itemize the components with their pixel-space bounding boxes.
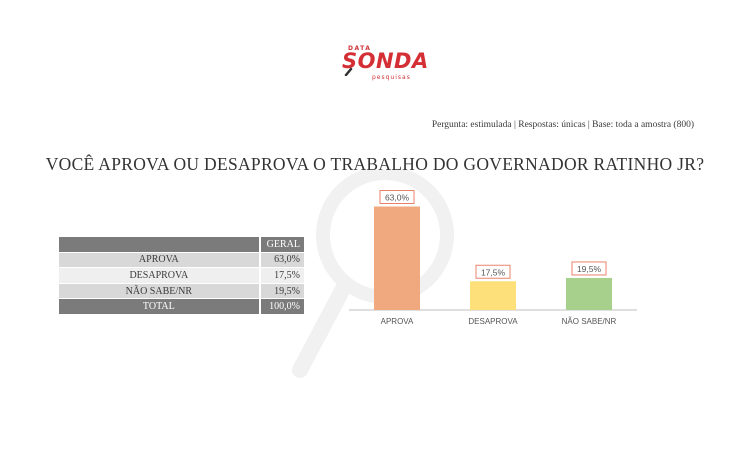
table-row: DESAPROVA 17,5% bbox=[59, 267, 304, 284]
table-header-row: GERAL bbox=[59, 237, 304, 253]
table-total-label: TOTAL bbox=[59, 298, 260, 315]
table-header-blank bbox=[59, 237, 260, 253]
category-tick-label: DESAPROVA bbox=[468, 317, 518, 326]
bar bbox=[470, 281, 516, 310]
table-row: APROVA 63,0% bbox=[59, 252, 304, 269]
datasonda-logo: DATA SONDA pesquisas bbox=[336, 42, 428, 88]
table-header-geral: GERAL bbox=[258, 237, 304, 253]
approval-bar-chart: 63,0% APROVA 17,5% DESAPROVA 19,5% NÃO SABE/N… bbox=[349, 190, 637, 326]
table-row-label: NÃO SABE/NR bbox=[59, 283, 260, 300]
table-total-row: TOTAL 100,0% bbox=[59, 298, 304, 315]
magnifier-icon bbox=[344, 67, 353, 76]
category-tick-label: APROVA bbox=[381, 317, 414, 326]
table-row: NÃO SABE/NR 19,5% bbox=[59, 283, 304, 300]
data-label-box bbox=[571, 261, 607, 276]
table-row-label: DESAPROVA bbox=[59, 267, 260, 284]
question-meta: Pergunta: estimulada | Respostas: únicas… bbox=[431, 120, 694, 130]
table-row-label: APROVA bbox=[59, 252, 260, 269]
chart-title: VOCÊ APROVA OU DESAPROVA O TRABALHO DO G… bbox=[45, 154, 705, 174]
category-tick-label: NÃO SABE/NR bbox=[562, 317, 617, 326]
data-label-box bbox=[379, 190, 415, 204]
table-row-value: 19,5% bbox=[258, 283, 304, 300]
table-total-value: 100,0% bbox=[258, 298, 304, 315]
data-label-box bbox=[475, 264, 511, 279]
logo-main-text: SONDA bbox=[342, 49, 429, 73]
data-label: 63,0% bbox=[385, 193, 410, 203]
bar bbox=[374, 206, 420, 310]
logo-top-text: DATA bbox=[348, 45, 372, 52]
logo-sub-text: pesquisas bbox=[372, 74, 411, 81]
bar bbox=[566, 277, 612, 310]
data-label: 19,5% bbox=[577, 264, 602, 274]
table-row-value: 63,0% bbox=[258, 252, 304, 269]
results-table: GERAL APROVA 63,0% DESAPROVA 17,5% NÃO S… bbox=[59, 237, 304, 315]
data-label: 17,5% bbox=[481, 267, 506, 277]
table-row-value: 17,5% bbox=[258, 267, 304, 284]
